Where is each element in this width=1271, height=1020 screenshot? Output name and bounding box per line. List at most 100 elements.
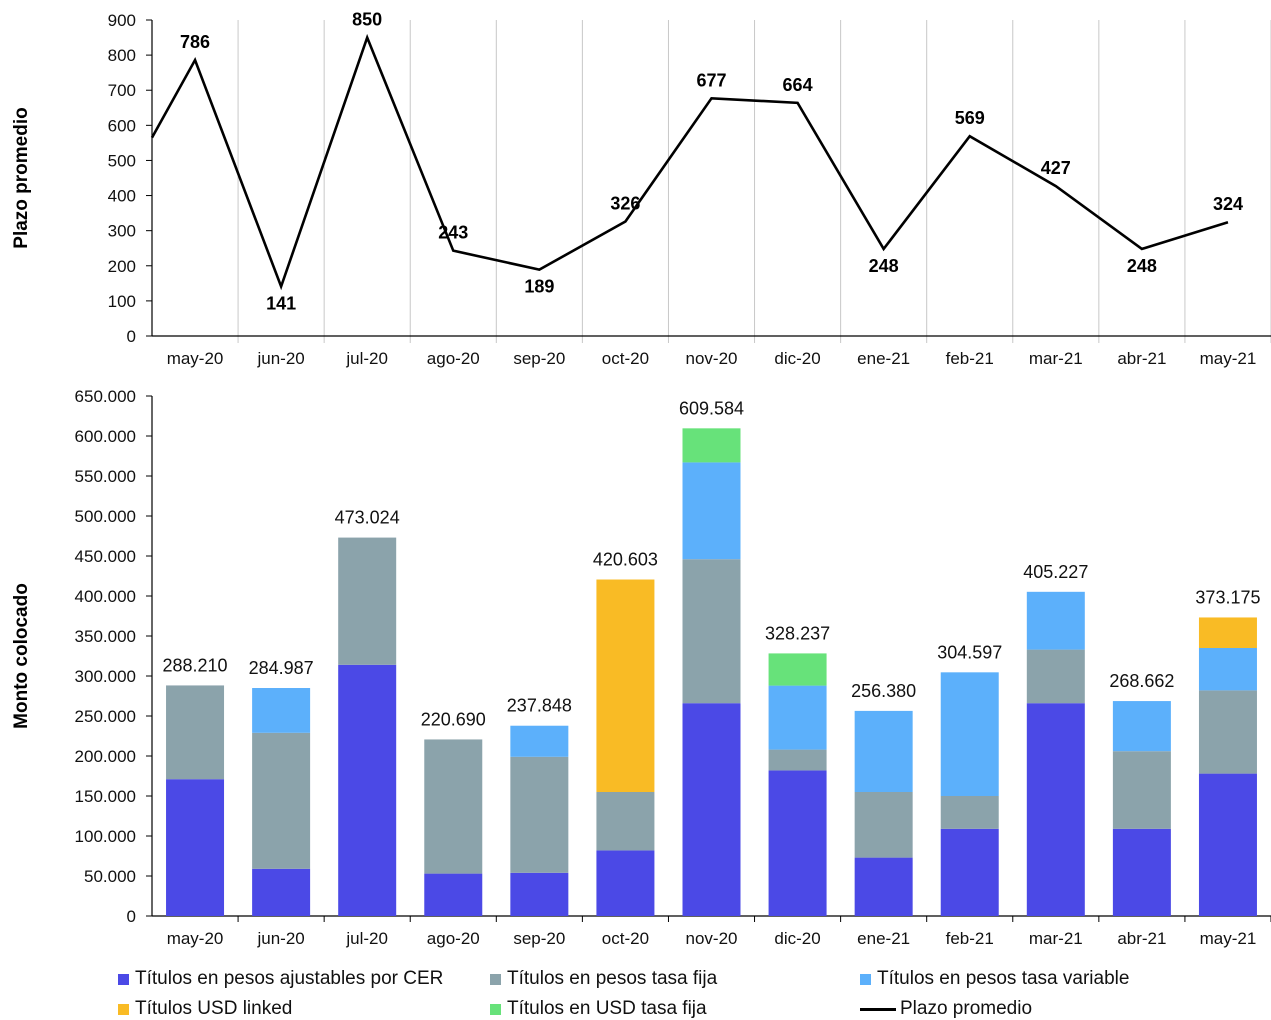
chart-svg: 0 100 200 300 400 500 600 700 800 900 may-20 jun-20… bbox=[11, 10, 1271, 948]
bar-y-tick-label: 500.000 bbox=[75, 507, 136, 526]
bar-segment bbox=[940, 828, 999, 916]
bar-total-label: 268.662 bbox=[1109, 671, 1174, 691]
legend-label-tasa-fija: Títulos en pesos tasa fija bbox=[507, 968, 718, 989]
bar-segment bbox=[1198, 773, 1257, 916]
line-y-tick-label: 700 bbox=[108, 81, 136, 100]
bar-segment bbox=[424, 739, 483, 874]
bar-y-tick-label: 350.000 bbox=[75, 627, 136, 646]
bar-segment bbox=[1112, 701, 1171, 752]
line-x-tick-label: feb-21 bbox=[946, 349, 994, 368]
legend-label-cer: Títulos en pesos ajustables por CER bbox=[135, 968, 444, 989]
bar-segment bbox=[940, 672, 999, 796]
line-data-label: 324 bbox=[1213, 194, 1243, 214]
bar-segment bbox=[940, 796, 999, 829]
line-x-tick-label: abr-21 bbox=[1117, 349, 1166, 368]
bar-segment bbox=[424, 873, 483, 916]
bar-y-tick-label: 450.000 bbox=[75, 547, 136, 566]
bar-y-tick-label: 0 bbox=[127, 907, 136, 926]
bar-segment bbox=[768, 653, 827, 686]
line-series-plazo-promedio bbox=[150, 33, 1229, 291]
bar-y-tick-label: 400.000 bbox=[75, 587, 136, 606]
line-data-label: 189 bbox=[524, 277, 554, 297]
bar-segment bbox=[682, 462, 741, 560]
bar-x-tick-label: feb-21 bbox=[946, 929, 994, 948]
line-y-tick-label: 300 bbox=[108, 222, 136, 241]
line-x-tick-label: may-20 bbox=[167, 349, 224, 368]
line-data-label: 677 bbox=[696, 70, 726, 90]
line-data-label: 664 bbox=[783, 75, 813, 95]
legend-label-plazo-promedio: Plazo promedio bbox=[900, 998, 1033, 1019]
bar-total-label: 373.175 bbox=[1195, 587, 1260, 607]
bar-y-tick-label: 100.000 bbox=[75, 827, 136, 846]
bar-segment bbox=[854, 857, 913, 916]
bar-total-label: 473.024 bbox=[335, 508, 400, 528]
line-data-label: 243 bbox=[438, 223, 468, 243]
bar-segment bbox=[166, 685, 225, 780]
bar-segment bbox=[510, 872, 569, 916]
bar-total-label: 405.227 bbox=[1023, 562, 1088, 582]
legend-swatch-cer bbox=[118, 973, 129, 985]
line-data-label: 141 bbox=[266, 293, 296, 313]
bar-x-tick-label: ene-21 bbox=[857, 929, 910, 948]
bar-segment bbox=[510, 756, 569, 873]
bar-segment bbox=[338, 537, 397, 665]
bar-y-tick-label: 200.000 bbox=[75, 747, 136, 766]
bar-y-tick-label: 650.000 bbox=[75, 387, 136, 406]
line-x-tick-label: sep-20 bbox=[513, 349, 565, 368]
bar-y-tick-label: 550.000 bbox=[75, 467, 136, 486]
line-data-label: 326 bbox=[610, 194, 640, 214]
line-data-label: 569 bbox=[955, 108, 985, 128]
line-y-tick-label: 100 bbox=[108, 292, 136, 311]
legend-item-cer: Títulos en pesos ajustables por CER bbox=[118, 968, 443, 990]
bar-x-tick-label: jun-20 bbox=[256, 929, 304, 948]
bar-y-tick-label: 150.000 bbox=[75, 787, 136, 806]
legend-swatch-tasa-fija bbox=[490, 973, 501, 985]
bar-y-tick-label: 300.000 bbox=[75, 667, 136, 686]
bar-segment bbox=[854, 792, 913, 858]
legend-swatch-usd-tasa-fija bbox=[490, 1003, 501, 1015]
bar-x-tick-label: nov-20 bbox=[686, 929, 738, 948]
line-y-tick-label: 200 bbox=[108, 257, 136, 276]
line-data-label: 850 bbox=[352, 10, 382, 30]
bar-total-label: 256.380 bbox=[851, 681, 916, 701]
legend-label-usd-linked: Títulos USD linked bbox=[135, 998, 293, 1019]
bar-segment bbox=[682, 703, 741, 916]
bar-total-label: 220.690 bbox=[421, 709, 486, 729]
bar-segment bbox=[252, 688, 311, 733]
legend-item-plazo-promedio: Plazo promedio bbox=[860, 998, 1032, 1020]
line-data-label: 786 bbox=[180, 32, 210, 52]
chart-legend: Títulos en pesos ajustables por CER Títu… bbox=[118, 966, 1268, 1020]
legend-line-plazo-promedio bbox=[860, 1007, 896, 1011]
legend-swatch-tasa-variable bbox=[860, 973, 871, 985]
line-x-tick-label: ene-21 bbox=[857, 349, 910, 368]
bar-x-tick-label: may-21 bbox=[1200, 929, 1257, 948]
bar-segment bbox=[854, 710, 913, 792]
bar-y-tick-label: 600.000 bbox=[75, 427, 136, 446]
line-x-tick-label: ago-20 bbox=[427, 349, 480, 368]
line-y-tick-label: 500 bbox=[108, 151, 136, 170]
bar-y-axis-title: Monto colocado bbox=[11, 583, 32, 729]
line-x-tick-label: may-21 bbox=[1200, 349, 1257, 368]
line-x-tick-label: jul-20 bbox=[345, 349, 388, 368]
bar-segment bbox=[252, 868, 311, 916]
bar-segment bbox=[682, 559, 741, 704]
bar-total-label: 288.210 bbox=[162, 655, 227, 675]
bar-total-label: 609.584 bbox=[679, 398, 744, 418]
bar-segment bbox=[768, 685, 827, 750]
line-y-tick-label: 0 bbox=[127, 327, 136, 346]
bar-segment bbox=[1112, 751, 1171, 829]
bar-x-tick-label: sep-20 bbox=[513, 929, 565, 948]
bar-segment bbox=[1026, 649, 1085, 704]
bar-segment bbox=[768, 749, 827, 771]
legend-label-tasa-variable: Títulos en pesos tasa variable bbox=[877, 968, 1130, 989]
bar-total-label: 284.987 bbox=[249, 658, 314, 678]
line-y-tick-label: 900 bbox=[108, 11, 136, 30]
line-x-tick-label: jun-20 bbox=[256, 349, 304, 368]
bar-x-tick-label: mar-21 bbox=[1029, 929, 1083, 948]
bar-segment bbox=[1198, 648, 1257, 691]
legend-item-usd-linked: Títulos USD linked bbox=[118, 998, 292, 1020]
legend-label-usd-tasa-fija: Títulos en USD tasa fija bbox=[507, 998, 707, 1019]
line-data-label: 248 bbox=[1127, 256, 1157, 276]
bar-segment bbox=[1026, 591, 1085, 650]
bar-total-label: 304.597 bbox=[937, 642, 1002, 662]
